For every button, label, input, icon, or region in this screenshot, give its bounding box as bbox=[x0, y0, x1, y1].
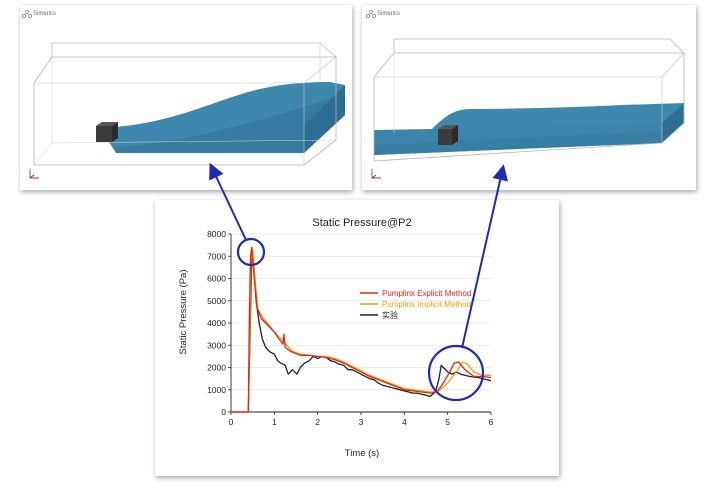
series-line-1 bbox=[231, 248, 491, 413]
series-line-2 bbox=[231, 248, 492, 413]
chart-title: Static Pressure@P2 bbox=[312, 217, 411, 229]
left-tank-render bbox=[33, 42, 345, 166]
left-logo-text: Simerics bbox=[33, 11, 57, 17]
chart-panel: Static Pressure@P2 0 1000 2000 3000 4000 5000… bbox=[155, 200, 559, 476]
x-tick-label: 6 bbox=[489, 417, 494, 427]
peak-highlight-circle bbox=[236, 237, 266, 267]
y-tick-label: 3000 bbox=[207, 340, 226, 350]
x-tick-label: 4 bbox=[402, 417, 407, 427]
right-axis-triad-icon bbox=[371, 169, 381, 179]
right-simerics-logo-icon bbox=[366, 10, 376, 18]
y-tick-label: 5000 bbox=[207, 296, 226, 306]
y-tick-label: 7000 bbox=[207, 251, 226, 261]
x-tick-label: 3 bbox=[359, 417, 364, 427]
legend-label: Pumplinx Implicit Method bbox=[382, 300, 471, 309]
x-tick-label: 1 bbox=[272, 417, 277, 427]
right-tank-render bbox=[373, 38, 685, 162]
chart-legend: Pumplinx Explicit Method Pumplinx Implici… bbox=[360, 289, 471, 320]
series-line-0 bbox=[231, 246, 492, 413]
y-tick-label: 2000 bbox=[207, 363, 226, 373]
legend-label: 实验 bbox=[382, 310, 398, 320]
y-axis-label: Static Pressure (Pa) bbox=[178, 270, 189, 355]
second-wave-highlight-circle bbox=[427, 344, 485, 402]
y-tick-label: 6000 bbox=[207, 274, 226, 284]
legend-label: Pumplinx Explicit Method bbox=[382, 289, 471, 298]
y-tick-label: 1000 bbox=[207, 385, 226, 395]
y-tick-label: 0 bbox=[221, 407, 226, 417]
grid-lines bbox=[231, 233, 491, 391]
left-axis-triad-icon bbox=[29, 169, 39, 179]
right-logo-text: Simerics bbox=[377, 11, 401, 17]
right-simulation-panel: Simerics bbox=[362, 5, 696, 190]
series-lines bbox=[231, 246, 492, 413]
left-simerics-logo-icon bbox=[22, 10, 32, 18]
x-tick-label: 0 bbox=[229, 417, 234, 427]
y-tick-label: 8000 bbox=[207, 229, 226, 239]
left-simulation-panel: Simerics bbox=[20, 5, 352, 190]
pressure-chart: Static Pressure@P2 0 1000 2000 3000 4000 5000… bbox=[178, 217, 494, 459]
x-axis-label: Time (s) bbox=[345, 448, 379, 459]
x-tick-label: 2 bbox=[315, 417, 320, 427]
x-tick-label: 5 bbox=[445, 417, 450, 427]
y-tick-label: 4000 bbox=[207, 318, 226, 328]
